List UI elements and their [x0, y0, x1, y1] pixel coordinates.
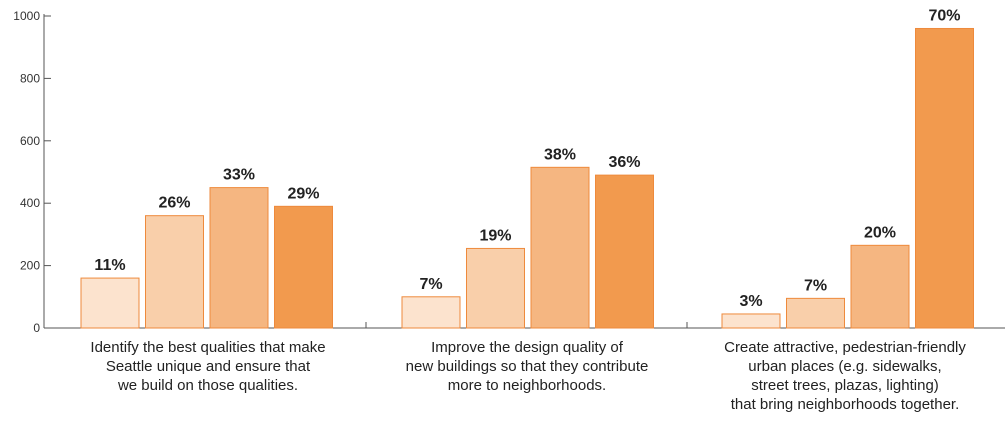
- bar-data-label: 7%: [804, 277, 827, 294]
- bar-data-label: 11%: [94, 257, 125, 274]
- y-tick-label: 800: [20, 71, 40, 85]
- bar-data-label: 26%: [158, 195, 190, 212]
- bar-data-label: 20%: [864, 224, 896, 241]
- bar: [466, 247, 525, 329]
- bar-data-label: 33%: [223, 167, 255, 184]
- category-label-line: that bring neighborhoods together.: [731, 396, 960, 413]
- bar: [530, 166, 590, 329]
- y-tick-label: 1000: [13, 9, 40, 23]
- bar-data-label: 70%: [928, 7, 960, 24]
- category-label-line: we build on those qualities.: [117, 377, 298, 394]
- bar: [915, 27, 974, 329]
- category-label-line: Seattle unique and ensure that: [106, 358, 311, 375]
- bar-data-label: 29%: [287, 185, 319, 202]
- y-tick-label: 200: [20, 259, 40, 273]
- bar: [274, 205, 333, 329]
- category-label-line: more to neighborhoods.: [448, 377, 606, 394]
- category-label-line: Identify the best qualities that make: [90, 339, 325, 356]
- y-tick-label: 400: [20, 196, 40, 210]
- category-label-line: urban places (e.g. sidewalks,: [748, 358, 941, 375]
- bar-data-label: 38%: [544, 146, 576, 163]
- category-label-line: Create attractive, pedestrian-friendly: [724, 339, 966, 356]
- bar: [595, 174, 654, 329]
- bar: [786, 297, 845, 329]
- category-label-line: street trees, plazas, lighting): [751, 377, 939, 394]
- bar: [850, 244, 910, 329]
- bar: [721, 313, 781, 329]
- bar: [145, 215, 204, 329]
- bar-data-label: 3%: [739, 293, 762, 310]
- bar-data-label: 19%: [479, 227, 511, 244]
- category-label-line: new buildings so that they contribute: [406, 358, 649, 375]
- bar: [80, 277, 140, 329]
- bar-data-label: 36%: [608, 154, 640, 171]
- y-tick-label: 0: [33, 321, 40, 335]
- y-tick-label: 600: [20, 134, 40, 148]
- bar-data-label: 7%: [419, 276, 442, 293]
- bar: [401, 296, 461, 329]
- category-label-line: Improve the design quality of: [431, 339, 624, 356]
- bar: [209, 187, 269, 329]
